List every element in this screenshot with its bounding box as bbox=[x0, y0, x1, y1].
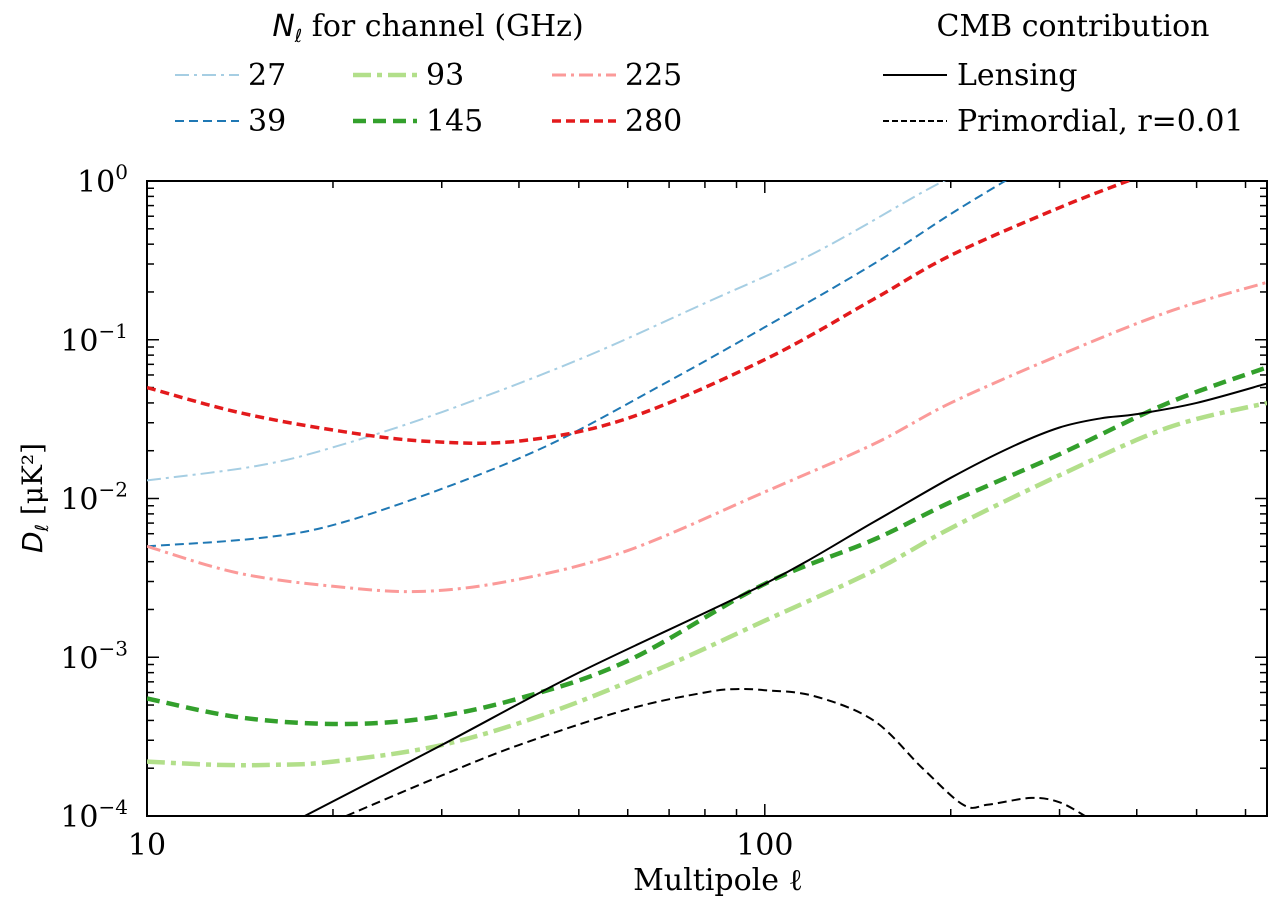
x-axis-label: Multipole ℓ bbox=[633, 863, 803, 897]
y-axis-label: Dℓ [μK²] bbox=[16, 443, 53, 553]
series-line-primordial-r-0-01 bbox=[345, 687, 1086, 816]
x-tick-label: 10 bbox=[128, 828, 166, 863]
cmb-legend-label-primordial: Primordial, r=0.01 bbox=[957, 104, 1244, 139]
legend-label-145: 145 bbox=[426, 104, 483, 139]
axis-ticks bbox=[146, 180, 1267, 817]
legend-label-225: 225 bbox=[625, 58, 682, 93]
series-line-39 bbox=[147, 181, 1007, 548]
noise-legend: Nℓ for channel (GHz) 27 39 93 145 225 280 bbox=[175, 9, 682, 139]
legend-label-27: 27 bbox=[248, 58, 286, 93]
series-line-lensing bbox=[304, 382, 1267, 816]
legend-label-93: 93 bbox=[426, 58, 464, 93]
y-tick-label: 10−4 bbox=[60, 795, 128, 835]
x-tick-label: 100 bbox=[736, 828, 793, 863]
cmb-legend-title: CMB contribution bbox=[937, 9, 1210, 44]
series-line-280 bbox=[147, 181, 1133, 445]
series-line-27 bbox=[147, 181, 946, 482]
tick-labels: 10 100 10−4 10−3 10−2 10−1 100 bbox=[60, 160, 793, 863]
y-tick-label: 10−1 bbox=[60, 319, 128, 359]
legend-label-39: 39 bbox=[248, 104, 286, 139]
series-line-93 bbox=[147, 400, 1267, 768]
y-tick-label: 100 bbox=[77, 160, 128, 200]
series-layer bbox=[147, 181, 1267, 816]
cmb-legend: CMB contribution Lensing Primordial, r=0.… bbox=[883, 9, 1244, 139]
cmb-legend-label-lensing: Lensing bbox=[957, 58, 1078, 93]
cmb-legend-entries: Lensing Primordial, r=0.01 bbox=[883, 58, 1244, 139]
noise-legend-entries: 27 39 93 145 225 280 bbox=[175, 58, 682, 139]
plot-frame bbox=[146, 180, 1268, 817]
legend-label-280: 280 bbox=[625, 104, 682, 139]
series-line-145 bbox=[147, 365, 1267, 727]
series-line-225 bbox=[147, 280, 1267, 594]
y-tick-label: 10−2 bbox=[60, 478, 128, 518]
noise-legend-title: Nℓ for channel (GHz) bbox=[272, 9, 583, 47]
y-tick-label: 10−3 bbox=[60, 636, 128, 676]
